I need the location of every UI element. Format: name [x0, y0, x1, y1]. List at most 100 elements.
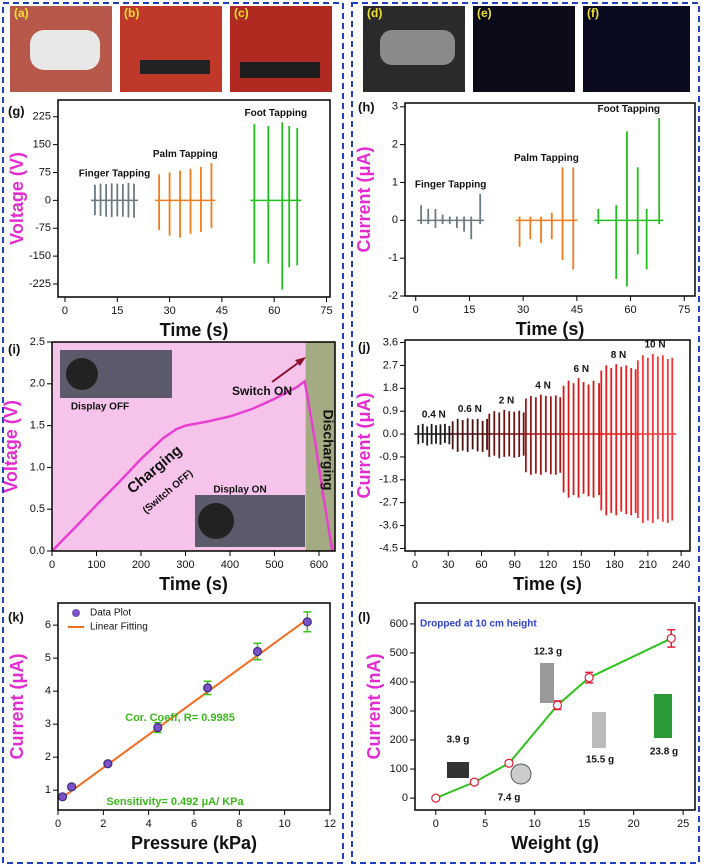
y-tick-label: 75 — [39, 166, 51, 178]
y-tick-label: -0.9 — [379, 451, 398, 463]
x-tick-label: 15 — [463, 304, 475, 316]
x-tick-label: 30 — [517, 304, 529, 316]
y-tick-label: 300 — [390, 705, 408, 717]
photo-label: (d) — [367, 6, 382, 20]
inset-key — [540, 663, 554, 703]
legend-marker — [72, 609, 80, 617]
series-label: Palm Tapping — [153, 149, 218, 160]
y-tick-label: -4.5 — [379, 542, 398, 554]
x-tick-label: 400 — [221, 559, 239, 571]
y-tick-label: 500 — [390, 647, 408, 659]
marker — [666, 633, 676, 644]
y-tick-label: 1.0 — [30, 461, 45, 473]
left-frame — [2, 2, 344, 864]
line — [51, 379, 334, 552]
series-label: 6 N — [574, 364, 590, 375]
panel-label: (j) — [358, 339, 370, 354]
y-tick-label: -1 — [388, 252, 398, 264]
photo-label: (c) — [234, 6, 249, 20]
photo — [120, 6, 222, 92]
series-label: Palm Tapping — [514, 153, 579, 164]
marker — [57, 792, 68, 802]
y-tick-label: 225 — [33, 111, 51, 123]
y-tick-label: 200 — [390, 734, 408, 746]
arrow — [271, 359, 303, 383]
marker — [431, 793, 441, 803]
marker — [252, 646, 263, 657]
x-axis-label: Time (s) — [159, 574, 228, 594]
x-tick-label: 150 — [572, 559, 590, 571]
series-label: 8 N — [611, 350, 627, 361]
y-tick-label: 150 — [33, 139, 51, 151]
annotation: Cor. Coeff, R= 0.9985 — [125, 712, 235, 724]
inset-watch — [66, 358, 98, 390]
x-tick-label: 75 — [678, 304, 690, 316]
panel-label: (h) — [358, 99, 375, 114]
y-tick-label: -2.7 — [379, 497, 398, 509]
region — [305, 342, 335, 551]
plot-frame — [414, 602, 696, 811]
annotation: 7.4 g — [498, 793, 521, 804]
x-tick-label: 2 — [100, 818, 106, 830]
y-tick-label: -225 — [29, 278, 51, 290]
x-tick-label: 20 — [628, 818, 640, 830]
x-axis-label: Time (s) — [516, 319, 585, 339]
photo-label: (e) — [477, 6, 492, 20]
x-tick-label: 200 — [132, 559, 150, 571]
photo-sock — [380, 30, 455, 65]
y-axis-label: Current (μA) — [354, 146, 374, 252]
y-tick-label: 1 — [45, 784, 51, 796]
y-tick-label: 0.0 — [383, 428, 398, 440]
x-tick-label: 240 — [672, 559, 690, 571]
x-tick-label: 120 — [539, 559, 557, 571]
marker — [302, 617, 312, 627]
legend-label: Linear Fitting — [90, 622, 148, 633]
x-tick-label: 60 — [475, 559, 487, 571]
inset-photo — [592, 712, 606, 748]
y-tick-label: 3.6 — [383, 336, 398, 348]
x-tick-label: 6 — [191, 818, 197, 830]
x-tick-label: 45 — [216, 305, 228, 317]
x-tick-label: 5 — [482, 818, 488, 830]
x-tick-label: 15 — [578, 818, 590, 830]
arrow-head — [295, 357, 306, 366]
panel-label: (l) — [358, 609, 370, 624]
y-tick-label: -1.8 — [379, 474, 398, 486]
annotation: Switch ON — [232, 384, 292, 398]
x-tick-label: 10 — [279, 818, 291, 830]
x-tick-label: 30 — [442, 559, 454, 571]
photo-glove — [30, 30, 100, 70]
photo-label: (f) — [587, 6, 599, 20]
marker — [103, 759, 113, 769]
plot-frame — [404, 102, 696, 297]
marker — [469, 777, 479, 787]
series-label: 0.4 N — [422, 410, 446, 421]
line — [435, 637, 672, 800]
x-tick-label: 75 — [320, 305, 332, 317]
y-tick-label: 0.5 — [30, 503, 45, 515]
annotation: 23.8 g — [650, 747, 678, 758]
marker — [203, 683, 213, 693]
panel-label: (k) — [8, 609, 24, 624]
series-label: 0.6 N — [458, 404, 482, 415]
x-tick-label: 25 — [677, 818, 689, 830]
right-frame — [351, 2, 700, 864]
y-tick-label: 2.7 — [383, 359, 398, 371]
y-tick-label: 3 — [392, 101, 398, 113]
annotation: 12.3 g — [534, 647, 562, 658]
panel-label: (i) — [8, 341, 20, 356]
y-tick-label: 0 — [392, 214, 398, 226]
y-tick-label: -75 — [35, 222, 51, 234]
annotation: Discharging — [320, 410, 336, 491]
y-tick-label: 0.0 — [30, 545, 45, 557]
marker — [584, 673, 594, 683]
y-tick-label: 0 — [45, 194, 51, 206]
x-tick-label: 100 — [87, 559, 105, 571]
y-tick-label: 6 — [45, 619, 51, 631]
series-label: Foot Tapping — [597, 104, 660, 115]
y-tick-label: 1 — [392, 176, 398, 188]
inset-photo — [447, 762, 469, 778]
y-tick-label: 400 — [390, 676, 408, 688]
